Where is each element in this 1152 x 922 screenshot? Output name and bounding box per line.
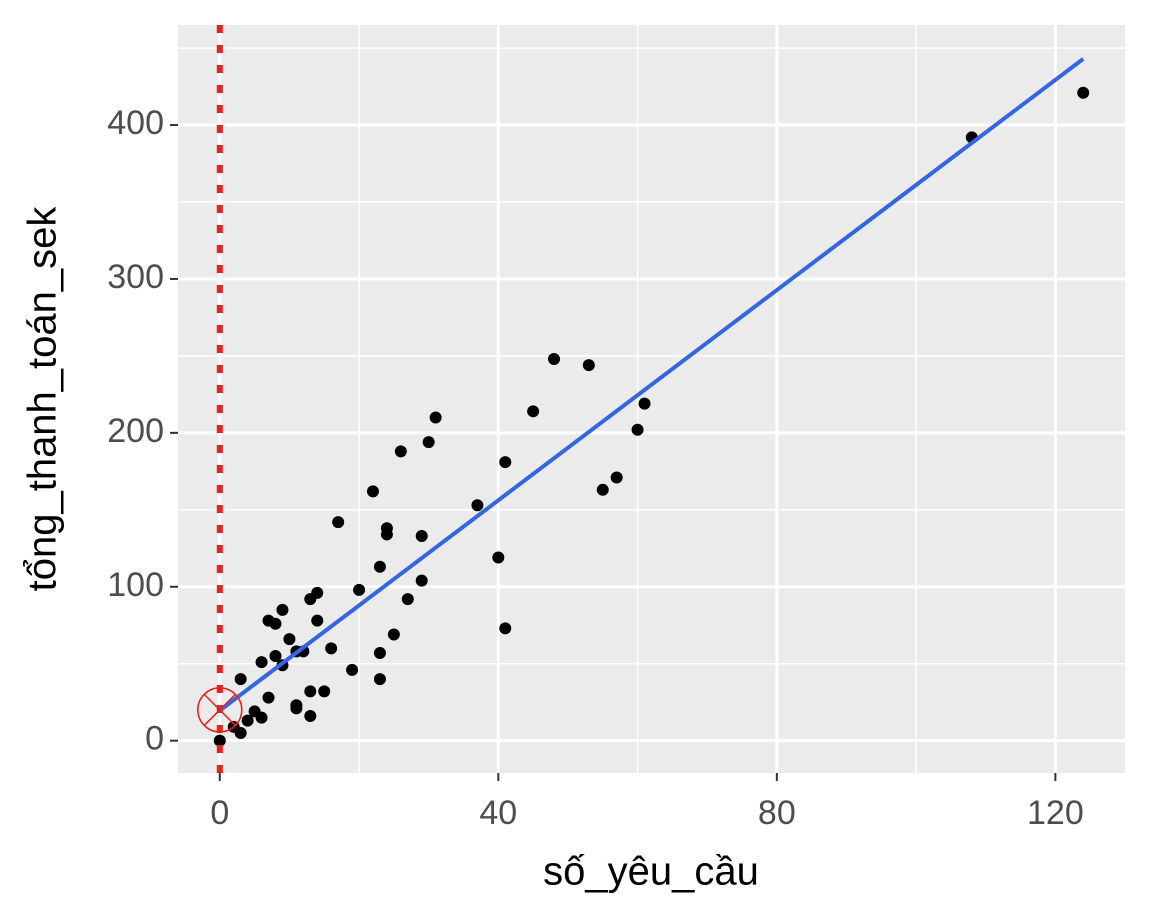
point (311, 614, 324, 627)
panel (178, 25, 1125, 773)
point (373, 560, 386, 573)
point (304, 710, 317, 723)
point (499, 622, 512, 635)
point (422, 436, 435, 449)
point (638, 397, 651, 410)
point (631, 423, 644, 436)
point (290, 702, 303, 715)
point (471, 499, 484, 512)
x-tick-label: 80 (758, 794, 796, 832)
x-tick-label: 120 (1027, 794, 1084, 832)
trend-line (218, 57, 1085, 713)
y-axis-title: tổng_thanh_toán_sek (21, 206, 65, 592)
point (213, 734, 226, 747)
point (276, 603, 289, 616)
point (304, 685, 317, 698)
point (269, 650, 282, 663)
point (548, 352, 561, 365)
point (415, 529, 428, 542)
point (394, 445, 407, 458)
point (373, 646, 386, 659)
x-tick-label: 0 (210, 794, 229, 832)
point (582, 359, 595, 372)
y-tick-label: 100 (107, 566, 164, 604)
point (283, 633, 296, 646)
point (234, 673, 247, 686)
y-tick-label: 200 (107, 412, 164, 450)
point (1077, 86, 1090, 99)
point (492, 551, 505, 564)
y-tick-label: 0 (145, 720, 164, 758)
point (596, 483, 609, 496)
point (401, 593, 414, 606)
highlight-marker (197, 687, 243, 733)
y-tick-label: 400 (107, 104, 164, 142)
point (429, 411, 442, 424)
point (332, 516, 345, 529)
point (380, 528, 393, 541)
point (304, 593, 317, 606)
point (527, 405, 540, 418)
point (262, 691, 275, 704)
x-axis-title: số_yêu_cầu (543, 850, 759, 894)
point (241, 714, 254, 727)
point (318, 685, 331, 698)
point (325, 642, 338, 655)
point (610, 471, 623, 484)
point (269, 617, 282, 630)
highlight-cross (203, 693, 236, 726)
point (255, 711, 268, 724)
point (255, 656, 268, 669)
point (373, 673, 386, 686)
point (415, 574, 428, 587)
point (346, 663, 359, 676)
x-tick-label: 40 (479, 794, 517, 832)
point (499, 456, 512, 469)
point (366, 485, 379, 498)
point (353, 583, 366, 596)
point (387, 628, 400, 641)
y-tick-label: 300 (107, 258, 164, 296)
